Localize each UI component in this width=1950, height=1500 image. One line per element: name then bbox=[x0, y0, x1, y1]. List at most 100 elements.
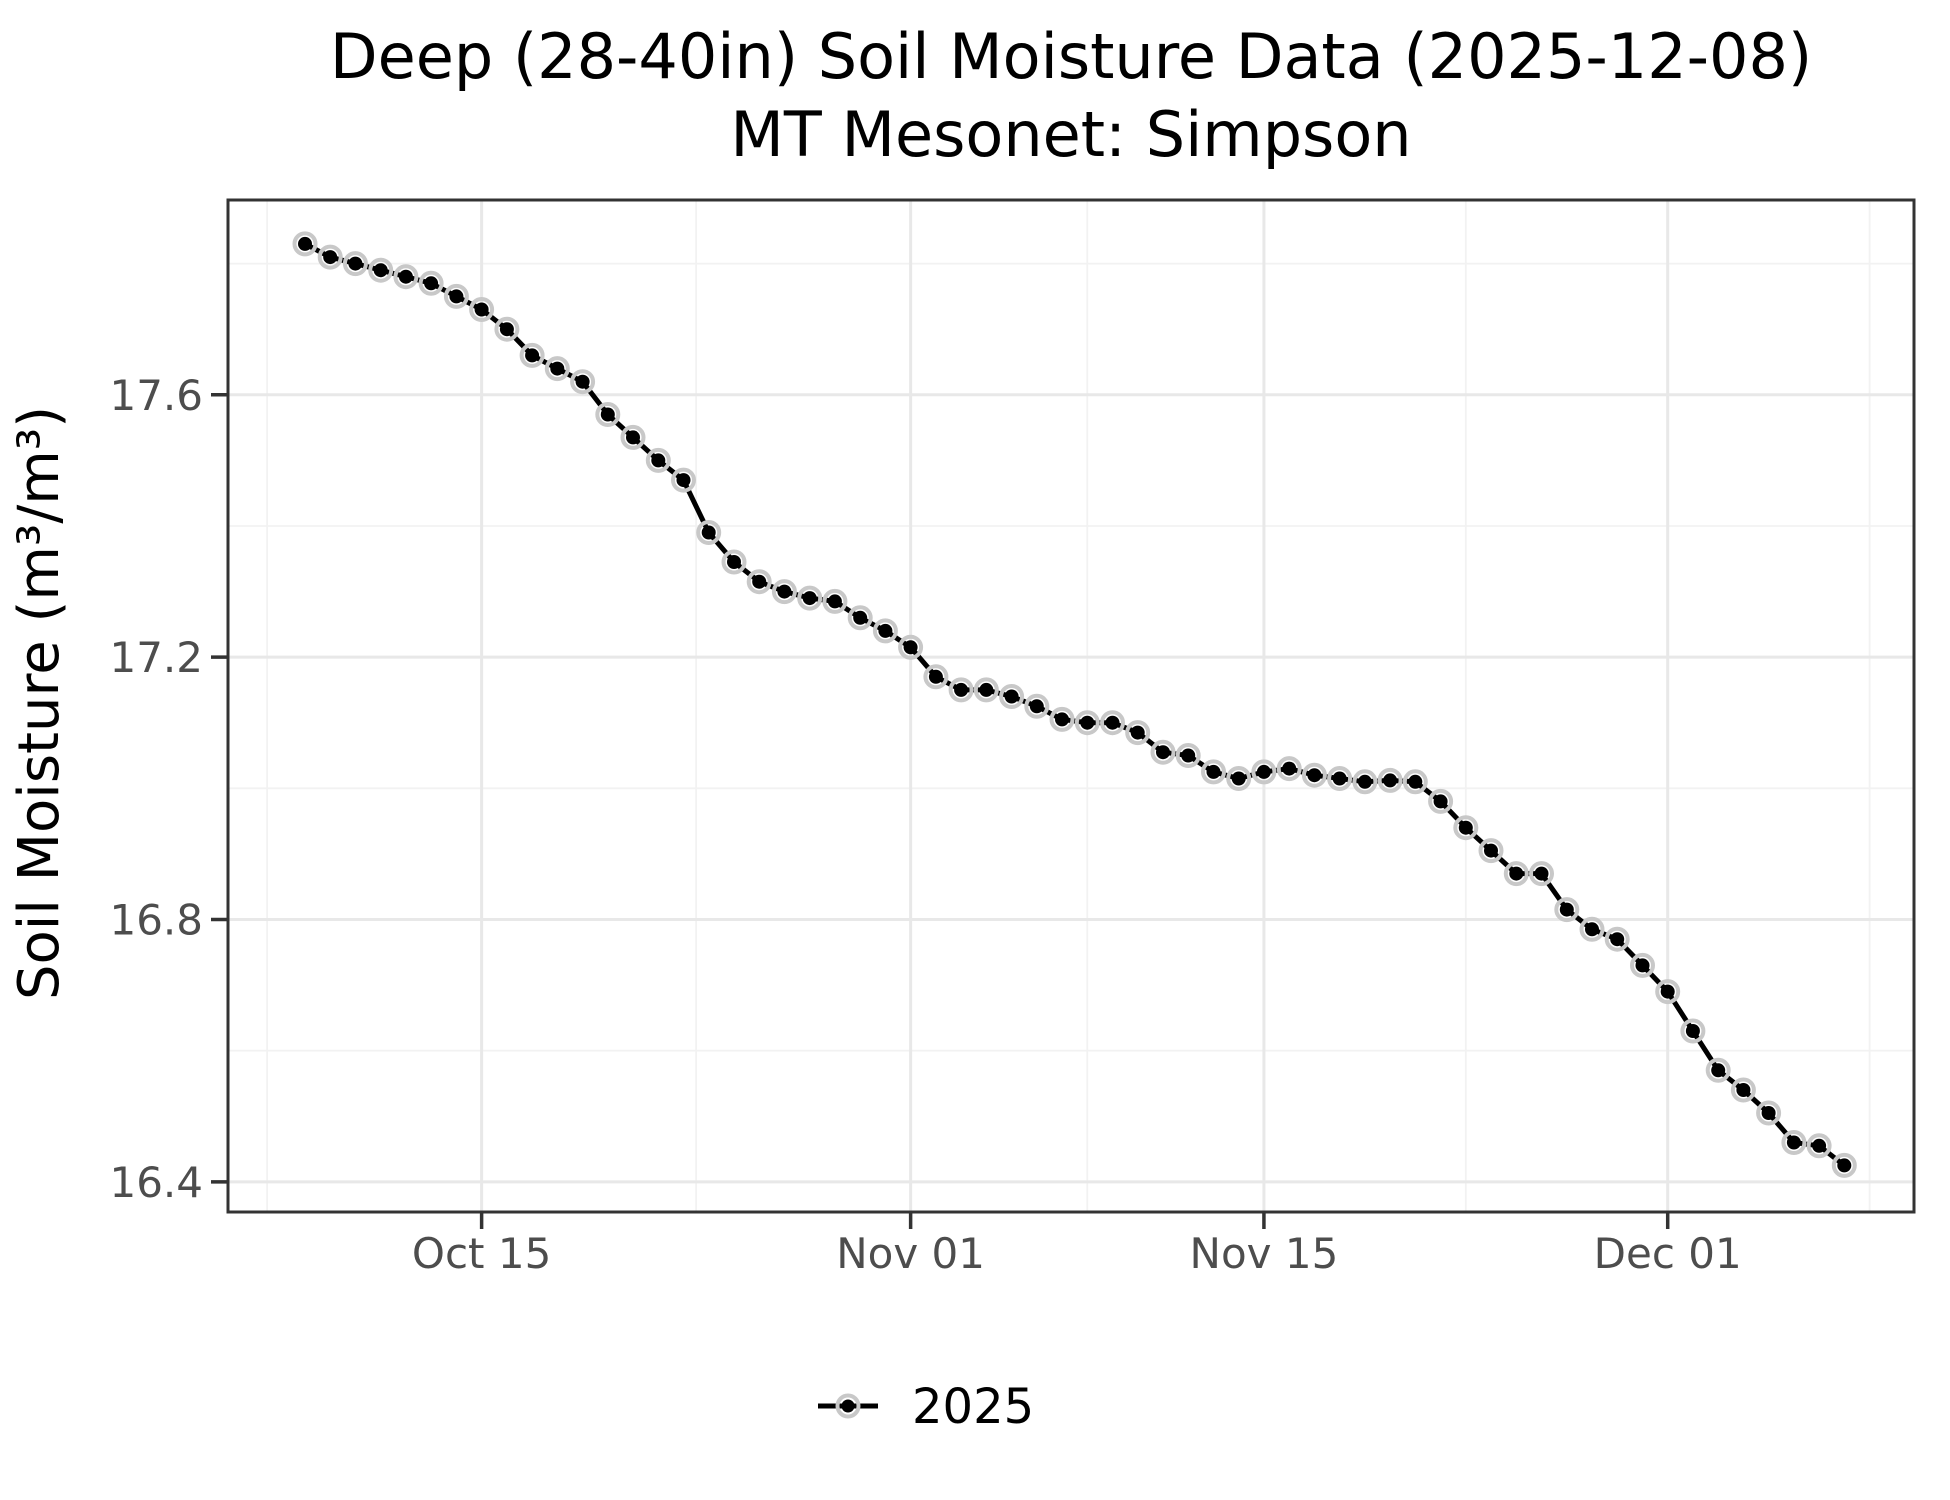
data-point-halo bbox=[1781, 1130, 1807, 1155]
data-point bbox=[398, 269, 413, 284]
x-tick-label: Oct 15 bbox=[412, 1229, 551, 1278]
data-point-halo bbox=[847, 605, 873, 631]
data-point bbox=[1206, 764, 1221, 779]
data-point bbox=[1231, 771, 1246, 786]
data-point-halo bbox=[1049, 706, 1075, 732]
x-tick-label: Nov 01 bbox=[836, 1229, 985, 1278]
data-point bbox=[1307, 768, 1322, 783]
data-point bbox=[1509, 866, 1524, 881]
data-point-halo bbox=[1402, 769, 1428, 795]
data-point bbox=[474, 302, 489, 317]
data-point-halo bbox=[999, 684, 1025, 709]
data-point-halo bbox=[1503, 861, 1529, 887]
data-point-halo bbox=[620, 424, 646, 450]
series-polyline-2025 bbox=[302, 241, 1847, 1168]
data-point-halo bbox=[1730, 1077, 1756, 1103]
data-point-halo bbox=[923, 664, 949, 690]
data-point-halo bbox=[368, 257, 394, 283]
data-point-halo bbox=[797, 585, 823, 611]
panel-border-rect bbox=[226, 198, 1916, 1214]
data-point bbox=[903, 640, 918, 655]
y-axis-tick-labels: 17.6 17.2 16.8 16.4 bbox=[109, 371, 203, 1207]
data-point bbox=[298, 236, 312, 251]
data-point-halo bbox=[1074, 710, 1100, 736]
data-point bbox=[1635, 958, 1650, 973]
data-point-halo bbox=[1705, 1057, 1731, 1083]
data-point-halo bbox=[393, 264, 419, 290]
data-point bbox=[954, 682, 969, 697]
data-point bbox=[1357, 774, 1372, 789]
data-point bbox=[1711, 1063, 1726, 1078]
data-point bbox=[1332, 771, 1347, 786]
data-point-halo bbox=[1655, 979, 1681, 1005]
axis-tick-marks bbox=[211, 393, 1670, 1229]
data-point bbox=[1080, 715, 1095, 730]
data-point-halo bbox=[1024, 693, 1050, 719]
series-line-2025 bbox=[302, 241, 1847, 1168]
data-point bbox=[1484, 843, 1498, 858]
legend-key-marker-halo bbox=[835, 1393, 861, 1419]
data-point-halo bbox=[1579, 916, 1605, 942]
data-point-halo bbox=[948, 677, 974, 703]
data-point bbox=[878, 623, 893, 638]
y-tick-label: 16.4 bbox=[109, 1158, 203, 1207]
data-point bbox=[1433, 794, 1448, 809]
y-tick-label: 16.8 bbox=[109, 895, 203, 944]
data-point-halo bbox=[1831, 1152, 1857, 1178]
data-point bbox=[827, 594, 842, 609]
data-point bbox=[424, 276, 439, 291]
data-point-halo bbox=[1301, 762, 1327, 788]
data-point-halo bbox=[1100, 710, 1125, 736]
data-point-halo bbox=[1276, 756, 1302, 782]
data-point bbox=[752, 574, 767, 589]
data-point bbox=[1029, 699, 1044, 714]
chart-title: Deep (28-40in) Soil Moisture Data (2025-… bbox=[330, 20, 1812, 93]
data-point bbox=[1458, 820, 1473, 835]
data-point bbox=[1282, 761, 1297, 776]
data-point bbox=[1408, 774, 1423, 789]
data-point-halo bbox=[696, 520, 722, 545]
data-point bbox=[1685, 1024, 1700, 1038]
data-point bbox=[1130, 725, 1145, 740]
data-point bbox=[928, 669, 943, 684]
data-point bbox=[1837, 1158, 1852, 1173]
data-point bbox=[348, 256, 363, 271]
data-point-halo bbox=[872, 618, 898, 644]
data-point-halo bbox=[570, 369, 596, 395]
y-axis-title: Soil Moisture (m³/m³) bbox=[7, 406, 72, 1000]
data-point bbox=[1761, 1106, 1776, 1120]
data-point bbox=[777, 584, 792, 599]
data-point bbox=[1534, 866, 1549, 881]
x-axis-tick-labels: Oct 15 Nov 01 Nov 15 Dec 01 bbox=[412, 1229, 1742, 1278]
data-point-halo bbox=[1604, 926, 1630, 952]
data-point-halo bbox=[822, 588, 848, 614]
data-point bbox=[1004, 689, 1019, 704]
data-point-halo bbox=[746, 569, 772, 595]
data-point bbox=[1055, 712, 1069, 727]
x-tick-label: Nov 15 bbox=[1190, 1229, 1339, 1278]
data-point-halo bbox=[1377, 767, 1403, 793]
data-point-halo bbox=[1529, 861, 1554, 887]
data-point-halo bbox=[469, 297, 495, 322]
data-point bbox=[373, 263, 388, 278]
chart-subtitle: MT Mesonet: Simpson bbox=[730, 98, 1411, 171]
data-point-halo bbox=[898, 634, 924, 660]
data-point bbox=[1585, 922, 1599, 937]
data-point bbox=[575, 374, 590, 389]
data-point-halo bbox=[645, 447, 671, 473]
data-point-halo bbox=[544, 356, 570, 382]
data-points bbox=[292, 231, 1857, 1178]
data-point bbox=[1256, 764, 1271, 779]
panel-border bbox=[226, 198, 1916, 1214]
data-point bbox=[651, 453, 666, 468]
data-point bbox=[1610, 932, 1625, 947]
data-point-halo bbox=[1630, 952, 1655, 978]
legend-label-2025: 2025 bbox=[912, 1379, 1034, 1435]
data-point-halo bbox=[771, 579, 797, 605]
data-point-halo bbox=[1251, 759, 1277, 785]
legend-key-marker-dot bbox=[841, 1399, 855, 1413]
data-point-halo bbox=[1428, 788, 1454, 814]
gridlines-minor bbox=[228, 200, 1914, 1212]
data-point-halo bbox=[418, 270, 444, 296]
